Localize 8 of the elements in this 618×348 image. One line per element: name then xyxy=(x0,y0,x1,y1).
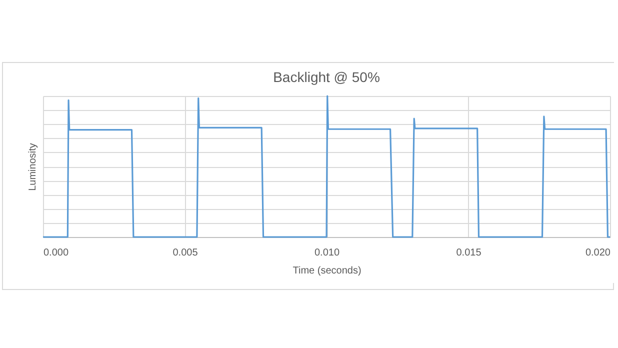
x-tick-label: 0.020 xyxy=(585,248,611,258)
x-tick-label: 0.000 xyxy=(44,248,69,258)
y-axis-title: Luminosity xyxy=(28,143,38,191)
x-tick-label: 0.005 xyxy=(172,248,198,258)
x-axis-title: Time (seconds) xyxy=(292,266,362,276)
chart-title: Backlight @ 50% xyxy=(273,69,380,86)
x-tick-label: 0.010 xyxy=(314,248,340,258)
x-tick-label: 0.015 xyxy=(456,248,482,258)
